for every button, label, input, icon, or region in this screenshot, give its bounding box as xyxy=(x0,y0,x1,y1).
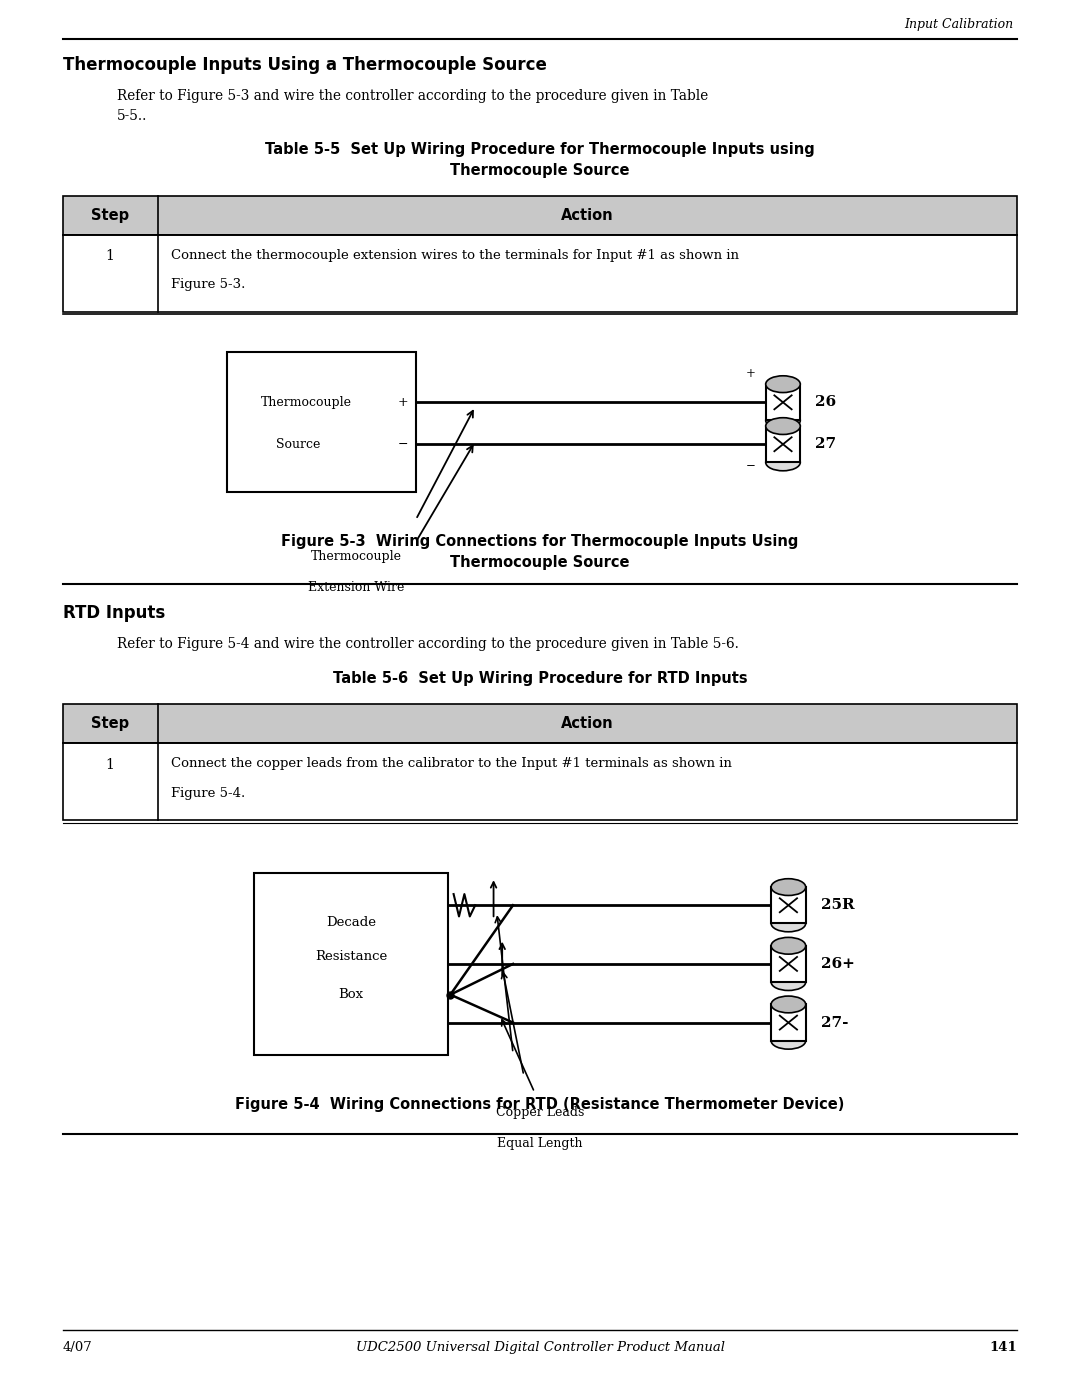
Text: Table 5-5  Set Up Wiring Procedure for Thermocouple Inputs using
Thermocouple So: Table 5-5 Set Up Wiring Procedure for Th… xyxy=(265,142,815,179)
Text: 27-: 27- xyxy=(821,1016,848,1030)
Text: Figure 5-4.: Figure 5-4. xyxy=(171,787,245,799)
Text: Figure 5-3.: Figure 5-3. xyxy=(171,278,245,291)
Text: Figure 5-3  Wiring Connections for Thermocouple Inputs Using
Thermocouple Source: Figure 5-3 Wiring Connections for Thermo… xyxy=(281,534,799,570)
Text: Refer to Figure 5-3 and wire the controller according to the procedure given in : Refer to Figure 5-3 and wire the control… xyxy=(117,89,707,123)
Ellipse shape xyxy=(771,1032,806,1049)
Bar xyxy=(63,743,1017,820)
Ellipse shape xyxy=(771,996,806,1013)
Ellipse shape xyxy=(771,915,806,932)
Bar xyxy=(254,873,448,1055)
Text: Source: Source xyxy=(276,437,321,451)
Ellipse shape xyxy=(771,974,806,990)
Text: Connect the copper leads from the calibrator to the Input #1 terminals as shown : Connect the copper leads from the calibr… xyxy=(171,757,731,770)
Text: Action: Action xyxy=(562,717,613,731)
Ellipse shape xyxy=(766,376,800,393)
Text: Action: Action xyxy=(562,208,613,222)
Bar xyxy=(766,426,800,462)
Text: Thermocouple Inputs Using a Thermocouple Source: Thermocouple Inputs Using a Thermocouple… xyxy=(63,56,546,74)
Text: Box: Box xyxy=(338,988,364,1002)
Text: Thermocouple: Thermocouple xyxy=(311,550,402,563)
Text: 27: 27 xyxy=(815,437,837,451)
Text: Thermocouple: Thermocouple xyxy=(260,395,352,409)
Text: 4/07: 4/07 xyxy=(63,1341,93,1354)
Text: 1: 1 xyxy=(106,249,114,263)
Text: 26+: 26+ xyxy=(821,957,854,971)
Text: +: + xyxy=(397,395,408,409)
Text: −: − xyxy=(397,437,408,451)
Bar xyxy=(227,352,416,492)
Text: Extension Wire: Extension Wire xyxy=(308,581,405,594)
Bar xyxy=(63,235,1017,312)
Text: −: − xyxy=(745,458,756,471)
Text: Resistance: Resistance xyxy=(315,950,387,964)
Text: Refer to Figure 5-4 and wire the controller according to the procedure given in : Refer to Figure 5-4 and wire the control… xyxy=(117,637,739,651)
Bar xyxy=(766,384,800,420)
Ellipse shape xyxy=(771,937,806,954)
Text: +: + xyxy=(745,367,756,380)
Text: 25R: 25R xyxy=(821,898,854,912)
Text: Copper Leads: Copper Leads xyxy=(496,1106,584,1119)
Ellipse shape xyxy=(771,879,806,895)
Ellipse shape xyxy=(766,454,800,471)
Text: 1: 1 xyxy=(106,757,114,771)
Ellipse shape xyxy=(766,418,800,434)
Text: Step: Step xyxy=(91,208,130,222)
Text: Table 5-6  Set Up Wiring Procedure for RTD Inputs: Table 5-6 Set Up Wiring Procedure for RT… xyxy=(333,671,747,686)
Text: Equal Length: Equal Length xyxy=(497,1137,583,1150)
Bar xyxy=(63,196,1017,235)
Text: Input Calibration: Input Calibration xyxy=(904,18,1013,31)
Text: UDC2500 Universal Digital Controller Product Manual: UDC2500 Universal Digital Controller Pro… xyxy=(355,1341,725,1354)
Text: Decade: Decade xyxy=(326,915,376,929)
Text: Step: Step xyxy=(91,717,130,731)
Bar xyxy=(771,887,806,923)
Text: Connect the thermocouple extension wires to the terminals for Input #1 as shown : Connect the thermocouple extension wires… xyxy=(171,249,739,261)
Text: 26: 26 xyxy=(815,395,837,409)
Text: 141: 141 xyxy=(989,1341,1017,1354)
Bar xyxy=(63,704,1017,743)
Text: RTD Inputs: RTD Inputs xyxy=(63,604,165,622)
Bar xyxy=(771,1004,806,1041)
Text: Figure 5-4  Wiring Connections for RTD (Resistance Thermometer Device): Figure 5-4 Wiring Connections for RTD (R… xyxy=(235,1097,845,1112)
Bar xyxy=(771,946,806,982)
Ellipse shape xyxy=(766,412,800,429)
